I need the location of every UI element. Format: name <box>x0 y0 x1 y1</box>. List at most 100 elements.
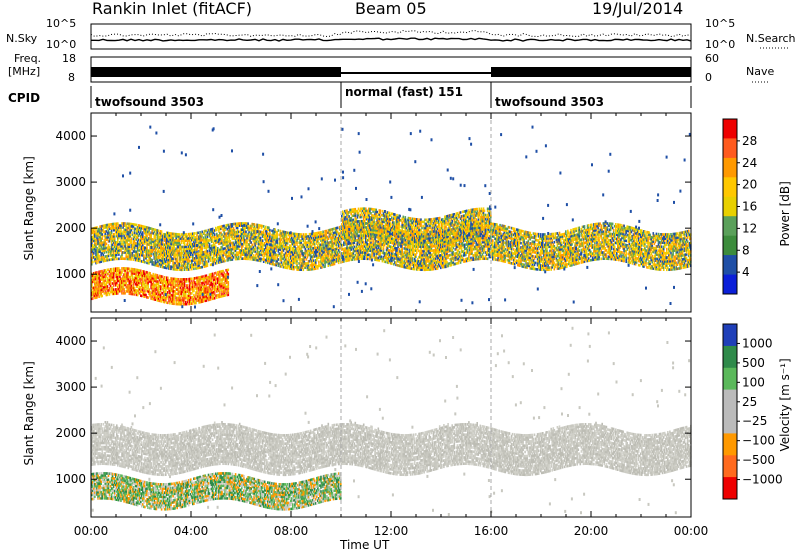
scatter-cell <box>266 257 268 260</box>
scatter-cell <box>297 268 299 271</box>
scatter-cell <box>241 224 243 227</box>
scatter-cell <box>204 265 207 268</box>
scatter-cell <box>127 226 130 230</box>
scatter-cell <box>219 227 221 231</box>
scatter-cell <box>238 245 241 248</box>
scatter-cell <box>272 254 274 258</box>
scatter-cell <box>174 243 176 246</box>
scatter-cell <box>199 233 201 236</box>
scatter-cell <box>176 233 178 236</box>
scatter-cell <box>204 246 207 249</box>
scatter-cell <box>186 241 189 244</box>
scatter-cell <box>129 257 132 261</box>
scatter-cell <box>110 237 113 241</box>
scatter-cell <box>245 245 247 248</box>
scatter-cell <box>228 246 231 249</box>
scatter-cell <box>287 237 290 241</box>
scatter-cell <box>273 234 275 237</box>
scatter-cell <box>200 266 202 269</box>
scatter-cell <box>259 243 262 246</box>
scatter-cell <box>142 235 144 239</box>
scatter-cell <box>194 259 196 262</box>
scatter-cell <box>170 232 172 235</box>
scatter-cell <box>217 255 219 258</box>
scatter-cell <box>225 240 227 244</box>
scatter-cell <box>291 267 293 271</box>
scatter-cell <box>267 251 269 254</box>
scatter-cell <box>294 257 296 261</box>
scatter-cell <box>298 247 300 251</box>
scatter-cell <box>126 226 128 230</box>
nave-label: Nave <box>746 65 774 78</box>
scatter-cell <box>160 263 163 267</box>
scatter-cell <box>241 253 243 256</box>
scatter-cell <box>180 264 183 267</box>
scatter-cell <box>186 239 189 242</box>
scatter-cell <box>268 239 270 242</box>
scatter-cell <box>229 229 232 233</box>
scatter-cell <box>193 259 195 262</box>
scatter-cell <box>107 246 110 249</box>
scatter-cell <box>159 259 162 262</box>
scatter-cell <box>168 240 170 243</box>
scatter-cell <box>150 239 152 243</box>
scatter-cell <box>262 229 265 232</box>
scatter-cell <box>225 232 227 235</box>
scatter-cell <box>279 240 282 243</box>
scatter-cell <box>97 255 99 258</box>
scatter-cell <box>219 238 221 241</box>
scatter-cell <box>99 229 101 233</box>
scatter-cell <box>143 246 145 249</box>
scatter-cell <box>199 241 201 244</box>
scatter-cell <box>162 253 165 257</box>
scatter-cell <box>293 257 295 261</box>
scatter-cell <box>196 250 198 253</box>
scatter-cell <box>253 229 256 232</box>
scatter-cell <box>252 229 255 232</box>
scatter-cell <box>163 243 166 247</box>
scatter-cell <box>293 251 295 254</box>
scatter-cell <box>292 267 294 271</box>
scatter-cell <box>166 252 168 255</box>
scatter-cell <box>108 250 111 253</box>
scatter-cell <box>295 241 297 244</box>
scatter-cell <box>179 258 182 261</box>
scatter-cell <box>206 239 209 243</box>
scatter-cell <box>166 250 168 253</box>
scatter-cell <box>194 248 196 252</box>
scatter-cell <box>185 235 188 238</box>
scatter-cell <box>245 240 247 244</box>
scatter-cell <box>160 242 163 246</box>
scatter-cell <box>284 251 287 255</box>
scatter-cell <box>212 260 215 264</box>
scatter-cell <box>257 246 260 250</box>
scatter-cell <box>222 253 224 257</box>
scatter-cell <box>213 235 216 238</box>
nave-tick-bottom: 0 <box>705 71 712 84</box>
scatter-cell <box>229 258 232 262</box>
scatter-cell <box>155 239 158 242</box>
scatter-cell <box>215 253 217 257</box>
scatter-cell <box>242 228 244 231</box>
scatter-cell <box>125 249 127 252</box>
scatter-cell <box>293 232 295 236</box>
scatter-cell <box>183 247 186 251</box>
scatter-cell <box>238 251 241 254</box>
scatter-cell <box>96 242 98 246</box>
scatter-cell <box>182 254 185 257</box>
scatter-cell <box>173 268 175 271</box>
scatter-cell <box>178 245 181 249</box>
scatter-cell <box>205 229 208 233</box>
scatter-cell <box>155 257 158 261</box>
scatter-cell <box>133 229 136 233</box>
scatter-cell <box>175 237 177 240</box>
scatter-cell <box>103 240 106 244</box>
scatter-cell <box>267 240 269 244</box>
scatter-cell <box>258 259 261 262</box>
scatter-cell <box>185 245 188 249</box>
scatter-cell <box>107 248 110 251</box>
scatter-cell <box>116 241 118 244</box>
scatter-cell <box>167 262 169 266</box>
scatter-cell <box>193 234 195 237</box>
scatter-cell <box>286 266 289 270</box>
